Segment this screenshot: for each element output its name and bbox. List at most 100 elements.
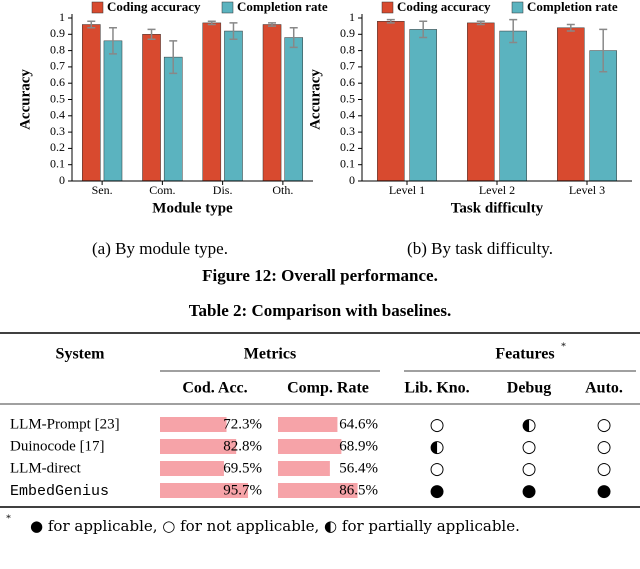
column-header: Comp. Rate: [287, 380, 369, 397]
y-tick-label: 0.2: [340, 140, 355, 154]
metric-value: 86.5%: [339, 482, 378, 498]
legend-label: Completion rate: [237, 0, 328, 14]
bar: [262, 24, 282, 182]
metric-value: 56.4%: [339, 460, 378, 476]
bar: [81, 24, 101, 182]
bar: [499, 30, 527, 182]
x-tick-label: Com.: [149, 183, 175, 197]
feature-symbol: ○: [430, 415, 445, 435]
x-tick-label: Oth.: [272, 183, 293, 197]
system-name: Duinocode [17]: [10, 438, 105, 454]
feature-symbol: ●: [522, 481, 537, 501]
y-tick-label: 0.5: [50, 91, 65, 105]
error-bar: [108, 27, 117, 55]
y-tick-label: 0.4: [340, 108, 355, 122]
bar: [409, 29, 437, 182]
error-bar: [207, 20, 216, 26]
bar: [467, 22, 495, 182]
error-bar: [566, 23, 575, 32]
y-tick-label: 0.8: [340, 42, 355, 56]
metric-bar: [160, 483, 249, 498]
system-name: LLM-direct: [10, 460, 82, 476]
legend-swatch: [91, 1, 104, 14]
bar: [284, 37, 304, 182]
column-header: Cod. Acc.: [182, 380, 247, 397]
column-header: Lib. Kno.: [404, 380, 469, 397]
y-tick-label: 0: [349, 173, 355, 187]
legend-label: Completion rate: [527, 0, 618, 14]
metric-bar: [278, 417, 338, 432]
header-mark: *: [561, 341, 566, 352]
metric-bar: [278, 461, 330, 476]
feature-symbol: ●: [430, 481, 445, 501]
y-tick-label: 0.6: [340, 75, 355, 89]
y-tick-label: 0.9: [50, 26, 65, 40]
header-system: System: [56, 346, 106, 363]
legend-label: Coding accuracy: [107, 0, 201, 14]
metric-value: 64.6%: [339, 416, 378, 432]
x-axis-label: Module type: [152, 200, 233, 216]
metric-bar: [278, 439, 342, 454]
y-axis-label: Accuracy: [307, 69, 323, 130]
y-tick-label: 0.8: [50, 42, 65, 56]
x-tick-label: Level 1: [389, 183, 425, 197]
error-bar: [599, 28, 608, 73]
y-tick-label: 1: [349, 10, 355, 24]
footnote: ● for applicable, ○ for not applicable, …: [30, 517, 520, 535]
error-bar: [386, 18, 395, 24]
bar: [224, 30, 243, 182]
axes: [361, 14, 632, 182]
bar: [142, 34, 161, 182]
feature-symbol: ○: [522, 459, 537, 479]
y-tick-label: 0.4: [50, 108, 65, 122]
bar: [557, 27, 585, 182]
error-bar: [147, 28, 156, 40]
header-metrics: Metrics: [244, 346, 296, 363]
error-bar: [289, 27, 298, 49]
bar: [103, 40, 123, 182]
metric-value: 82.8%: [223, 438, 262, 454]
legend-label: Coding accuracy: [397, 0, 491, 14]
y-tick-label: 0.7: [50, 59, 65, 73]
x-tick-label: Sen.: [92, 183, 113, 197]
y-tick-label: 1: [59, 10, 65, 24]
y-tick-label: 0.5: [340, 91, 355, 105]
caption: (a) By module type.: [92, 239, 228, 258]
y-tick-label: 0.7: [340, 59, 355, 73]
metric-bar: [160, 439, 237, 454]
error-bar: [419, 20, 428, 39]
table-title: Table 2: Comparison with baselines.: [189, 301, 451, 320]
legend-swatch: [381, 1, 394, 14]
y-tick-label: 0.3: [50, 124, 65, 138]
metric-value: 95.7%: [223, 482, 262, 498]
bar: [377, 21, 405, 182]
y-tick-label: 0: [59, 173, 65, 187]
legend-swatch: [221, 1, 234, 14]
error-bar: [268, 22, 277, 27]
feature-symbol: ○: [597, 437, 612, 457]
x-tick-label: Level 3: [569, 183, 605, 197]
x-axis-label: Task difficulty: [451, 200, 544, 216]
metric-bar: [160, 461, 224, 476]
x-tick-label: Dis.: [213, 183, 233, 197]
y-tick-label: 0.6: [50, 75, 65, 89]
error-bar: [87, 20, 96, 29]
error-bar: [169, 40, 178, 75]
feature-symbol: ◐: [522, 415, 537, 435]
column-header: Auto.: [585, 380, 623, 397]
y-tick-label: 0.1: [50, 156, 65, 170]
y-tick-label: 0.3: [340, 124, 355, 138]
caption: (b) By task difficulty.: [407, 239, 553, 258]
metric-value: 68.9%: [339, 438, 378, 454]
metric-bar: [278, 483, 358, 498]
metric-value: 72.3%: [223, 416, 262, 432]
bar: [202, 22, 222, 182]
bar: [163, 56, 183, 182]
feature-symbol: ○: [597, 459, 612, 479]
error-bar: [509, 18, 518, 44]
feature-symbol: ○: [597, 415, 612, 435]
metric-value: 69.5%: [223, 460, 262, 476]
y-axis-label: Accuracy: [17, 69, 33, 130]
feature-symbol: ○: [522, 437, 537, 457]
y-tick-label: 0.1: [340, 156, 355, 170]
